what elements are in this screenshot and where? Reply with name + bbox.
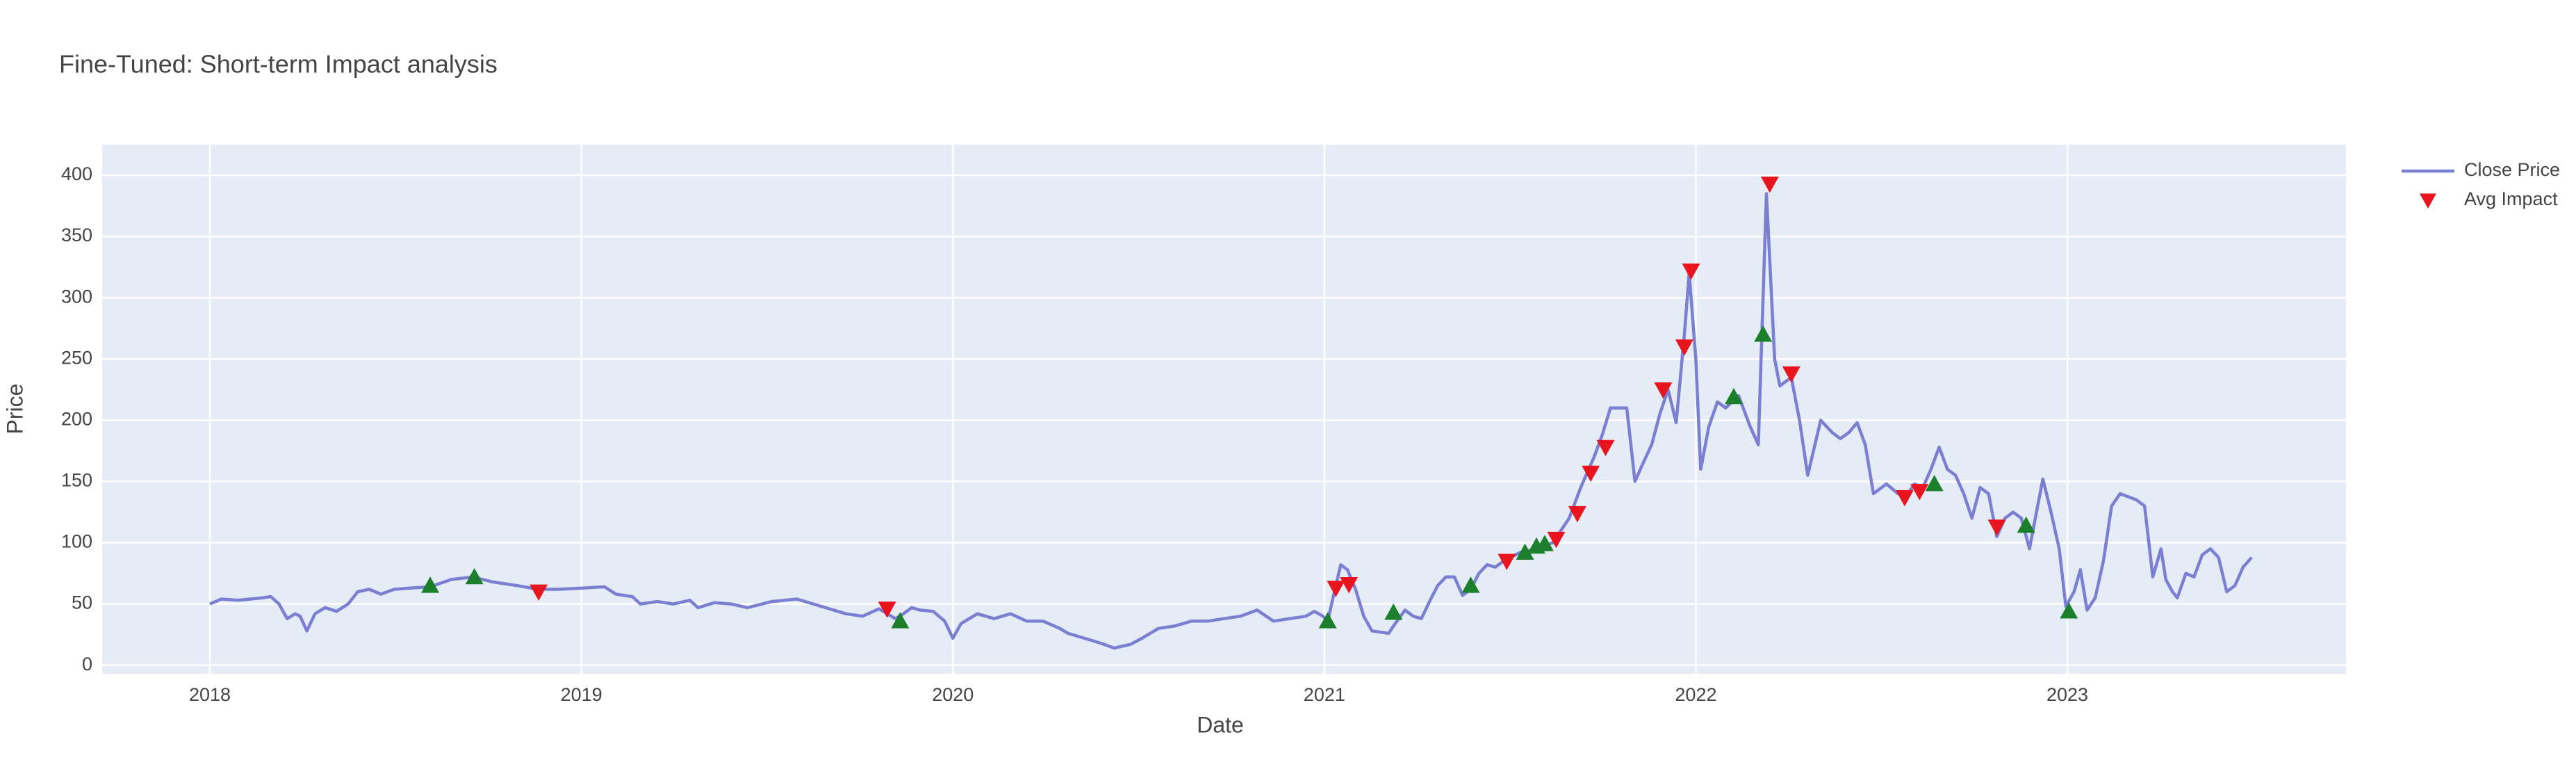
y-tick-label: 300: [61, 286, 92, 307]
impact-marker: [1327, 581, 1345, 597]
impact-marker: [1895, 490, 1914, 507]
y-tick-label: 100: [61, 531, 92, 552]
impact-marker: [1724, 387, 1743, 405]
impact-marker: [1596, 439, 1615, 457]
y-tick-label: 350: [61, 225, 92, 245]
impact-marker: [1910, 484, 1929, 501]
impact-marker: [2017, 516, 2035, 533]
impact-marker: [1535, 535, 1554, 551]
x-axis-label: Date: [1197, 712, 1244, 737]
impact-marker: [530, 584, 548, 601]
x-tick-label: 2022: [1675, 684, 1716, 705]
impact-marker: [1754, 325, 1773, 342]
y-tick-label: 250: [61, 347, 92, 368]
legend-label: Close Price: [2464, 159, 2560, 180]
impact-marker: [1760, 176, 1779, 193]
impact-marker: [1340, 577, 1359, 594]
impact-marker: [1516, 543, 1534, 560]
y-tick-label: 150: [61, 470, 92, 491]
impact-marker: [1318, 612, 1337, 629]
impact-marker: [421, 576, 440, 593]
impact-marker: [1654, 382, 1673, 399]
y-tick-label: 0: [82, 654, 92, 674]
legend-label: Avg Impact: [2464, 188, 2558, 209]
impact-marker: [1498, 553, 1516, 570]
impact-marker: [1547, 531, 1566, 549]
chart-title: Fine-Tuned: Short-term Impact analysis: [59, 50, 498, 79]
impact-marker: [1782, 366, 1800, 383]
impact-marker: [1582, 465, 1600, 483]
impact-marker: [878, 601, 896, 618]
impact-marker: [1675, 339, 1693, 356]
impact-marker: [465, 567, 484, 585]
y-tick-label: 200: [61, 408, 92, 429]
price-line: [209, 192, 2253, 650]
impact-marker: [1682, 264, 1700, 280]
impact-marker: [1568, 506, 1586, 523]
impact-marker: [1987, 519, 2006, 536]
impact-marker: [1384, 603, 1403, 620]
plot-area: [102, 145, 2346, 674]
y-tick-label: 50: [72, 592, 92, 613]
x-tick-label: 2019: [561, 684, 602, 705]
x-tick-label: 2020: [932, 684, 974, 705]
legend-symbol: [2420, 193, 2436, 209]
y-axis-label: Price: [2, 384, 27, 435]
x-tick-label: 2018: [189, 684, 231, 705]
x-tick-label: 2021: [1304, 684, 1345, 705]
impact-marker: [2060, 602, 2078, 619]
impact-marker: [891, 612, 910, 629]
y-tick-label: 400: [61, 163, 92, 184]
x-tick-label: 2023: [2046, 684, 2088, 705]
impact-marker: [1461, 576, 1480, 593]
impact-marker: [1925, 474, 1944, 492]
